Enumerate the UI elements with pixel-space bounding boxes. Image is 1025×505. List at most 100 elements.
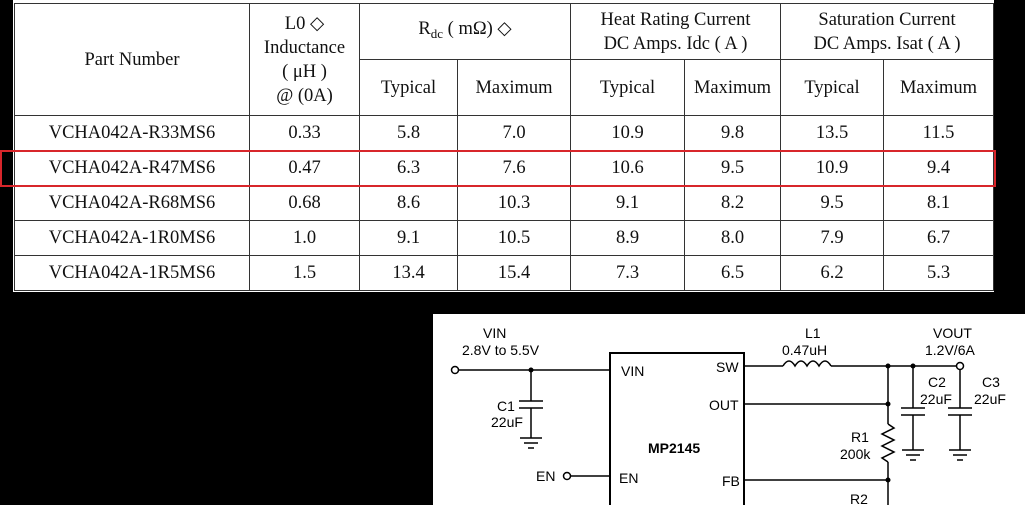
header-sat-line2: DC Amps. Isat ( A ) bbox=[813, 33, 961, 54]
header-rdc: Rdc ( mΩ) ◇ bbox=[359, 3, 571, 60]
header-heat-typical: Typical bbox=[570, 59, 685, 116]
r2-label: R2 bbox=[850, 491, 868, 505]
inductor-l1-icon bbox=[782, 360, 832, 368]
l1-value: 0.47uH bbox=[782, 342, 827, 358]
header-rdc-r: R bbox=[418, 19, 431, 39]
l1-label: L1 bbox=[805, 325, 821, 341]
cell-inductance: 0.47 bbox=[249, 150, 360, 186]
cell-sat-maximum: 6.7 bbox=[883, 220, 995, 256]
cell-sat-maximum: 11.5 bbox=[883, 115, 995, 151]
pin-vin-label: VIN bbox=[621, 363, 644, 379]
header-rdc-sub: dc bbox=[430, 26, 444, 41]
cell-rdc-typical: 5.8 bbox=[359, 115, 458, 151]
cell-sat-typical: 9.5 bbox=[780, 185, 885, 221]
cell-rdc-typical: 13.4 bbox=[359, 255, 458, 291]
table-row: VCHA042A-R47MS6 0.47 6.3 7.6 10.6 9.5 10… bbox=[14, 150, 995, 186]
table-row: VCHA042A-R33MS6 0.33 5.8 7.0 10.9 9.8 13… bbox=[14, 115, 995, 151]
header-rdc-maximum: Maximum bbox=[457, 59, 571, 116]
vout-terminal-icon bbox=[955, 361, 965, 371]
r1-label: R1 bbox=[851, 429, 869, 445]
c3-label: C3 bbox=[982, 374, 1000, 390]
cell-rdc-typical: 9.1 bbox=[359, 220, 458, 256]
header-part-number: Part Number bbox=[14, 3, 250, 116]
en-terminal-icon bbox=[562, 471, 572, 481]
cell-sat-typical: 6.2 bbox=[780, 255, 885, 291]
header-inductance-line2: Inductance bbox=[263, 37, 346, 58]
chip-name: MP2145 bbox=[648, 440, 700, 456]
header-sat-maximum: Maximum bbox=[883, 59, 995, 116]
cell-rdc-maximum: 7.6 bbox=[457, 150, 571, 186]
header-heat-maximum: Maximum bbox=[683, 59, 782, 116]
cell-part-number: VCHA042A-R47MS6 bbox=[14, 150, 250, 186]
pin-sw-label: SW bbox=[716, 359, 739, 375]
cell-rdc-maximum: 10.5 bbox=[457, 220, 571, 256]
inductor-spec-table-panel: Part Number L0 ◇ Inductance ( μH ) @ (0A… bbox=[13, 0, 995, 292]
cell-inductance: 0.68 bbox=[249, 185, 360, 221]
vin-range: 2.8V to 5.5V bbox=[462, 342, 540, 358]
en-label: EN bbox=[536, 468, 555, 484]
cell-part-number: VCHA042A-R33MS6 bbox=[14, 115, 250, 151]
vin-terminal-icon bbox=[450, 365, 460, 375]
cell-inductance: 0.33 bbox=[249, 115, 360, 151]
pin-out-label: OUT bbox=[709, 397, 739, 413]
resistor-r1-icon bbox=[880, 423, 896, 463]
cell-part-number: VCHA042A-1R0MS6 bbox=[14, 220, 250, 256]
header-inductance-line3: ( μH ) bbox=[282, 61, 327, 82]
cell-sat-maximum: 9.4 bbox=[883, 150, 995, 186]
header-rdc-typical: Typical bbox=[359, 59, 458, 116]
c2-value: 22uF bbox=[920, 391, 952, 407]
cell-rdc-maximum: 15.4 bbox=[457, 255, 571, 291]
cell-heat-typical: 7.3 bbox=[570, 255, 685, 291]
vout-value: 1.2V/6A bbox=[925, 342, 975, 358]
cell-heat-maximum: 8.0 bbox=[683, 220, 782, 256]
header-heat-rating: Heat Rating Current DC Amps. Idc ( A ) bbox=[569, 3, 782, 60]
header-row-2: Typical Maximum Typical Maximum Typical … bbox=[15, 59, 995, 116]
pin-fb-label: FB bbox=[722, 473, 740, 489]
c3-value: 22uF bbox=[974, 391, 1006, 407]
inductor-spec-table: Part Number L0 ◇ Inductance ( μH ) @ (0A… bbox=[14, 3, 995, 291]
cell-sat-maximum: 5.3 bbox=[883, 255, 995, 291]
circuit-schematic-panel: VIN 2.8V to 5.5V L1 0.47uH VOUT 1.2V/6A … bbox=[433, 314, 1025, 505]
cell-heat-typical: 10.6 bbox=[570, 150, 685, 186]
c2-label: C2 bbox=[928, 374, 946, 390]
cell-heat-typical: 9.1 bbox=[570, 185, 685, 221]
cell-heat-maximum: 6.5 bbox=[683, 255, 782, 291]
cell-part-number: VCHA042A-1R5MS6 bbox=[14, 255, 250, 291]
c1-label: C1 bbox=[497, 398, 515, 414]
header-row-1: Part Number L0 ◇ Inductance ( μH ) @ (0A… bbox=[14, 3, 995, 116]
cell-heat-maximum: 8.2 bbox=[683, 185, 782, 221]
header-heat-line2: DC Amps. Idc ( A ) bbox=[603, 33, 748, 54]
header-rdc-unit: ( mΩ) ◇ bbox=[447, 19, 512, 39]
cell-sat-typical: 10.9 bbox=[780, 150, 885, 186]
cell-heat-maximum: 9.8 bbox=[683, 115, 782, 151]
cell-rdc-maximum: 7.0 bbox=[457, 115, 571, 151]
circuit-schematic: VIN 2.8V to 5.5V L1 0.47uH VOUT 1.2V/6A … bbox=[450, 325, 1006, 505]
table-row: VCHA042A-1R0MS6 1.0 9.1 10.5 8.9 8.0 7.9… bbox=[14, 220, 995, 256]
cell-sat-typical: 13.5 bbox=[780, 115, 885, 151]
cell-heat-typical: 10.9 bbox=[570, 115, 685, 151]
c1-value: 22uF bbox=[491, 414, 523, 430]
header-inductance: L0 ◇ Inductance ( μH ) @ (0A) bbox=[249, 3, 360, 116]
cell-inductance: 1.0 bbox=[249, 220, 360, 256]
cell-rdc-maximum: 10.3 bbox=[457, 185, 571, 221]
header-inductance-line4: @ (0A) bbox=[276, 85, 333, 106]
cell-sat-maximum: 8.1 bbox=[883, 185, 995, 221]
table-row: VCHA042A-R68MS6 0.68 8.6 10.3 9.1 8.2 9.… bbox=[14, 185, 995, 221]
cell-inductance: 1.5 bbox=[249, 255, 360, 291]
header-sat-line1: Saturation Current bbox=[818, 9, 956, 30]
header-heat-line1: Heat Rating Current bbox=[600, 9, 751, 30]
vout-label: VOUT bbox=[933, 325, 972, 341]
header-saturation: Saturation Current DC Amps. Isat ( A ) bbox=[780, 3, 995, 60]
cell-sat-typical: 7.9 bbox=[780, 220, 885, 256]
r1-value: 200k bbox=[840, 446, 871, 462]
cell-part-number: VCHA042A-R68MS6 bbox=[14, 185, 250, 221]
cell-heat-maximum: 9.5 bbox=[683, 150, 782, 186]
cell-heat-typical: 8.9 bbox=[570, 220, 685, 256]
header-inductance-line1: L0 ◇ bbox=[284, 13, 325, 34]
header-sat-typical: Typical bbox=[780, 59, 885, 116]
pin-en-label: EN bbox=[619, 470, 638, 486]
vin-label: VIN bbox=[483, 325, 506, 341]
mp2145-chip-body bbox=[609, 352, 745, 505]
table-row: VCHA042A-1R5MS6 1.5 13.4 15.4 7.3 6.5 6.… bbox=[14, 255, 995, 291]
cell-rdc-typical: 8.6 bbox=[359, 185, 458, 221]
